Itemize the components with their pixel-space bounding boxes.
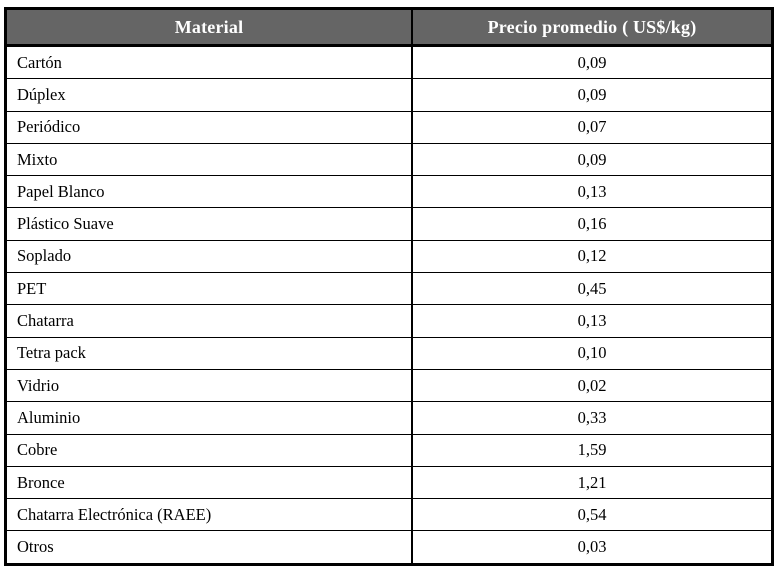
header-price: Precio promedio ( US$/kg): [411, 7, 774, 47]
material-cell: Chatarra: [5, 304, 413, 338]
price-cell: 0,09: [411, 78, 773, 112]
material-cell: Mixto: [5, 142, 413, 177]
price-cell: 0,02: [411, 368, 773, 403]
material-cell: Vidrio: [5, 368, 413, 403]
table-body: Cartón 0,09 Dúplex 0,09 Periódico 0,07 Mixto 0,…: [5, 44, 773, 565]
material-cell: Papel Blanco: [5, 175, 413, 209]
material-cell: Cobre: [5, 433, 413, 467]
material-cell: Cartón: [5, 44, 413, 80]
table-row: Mixto 0,09: [5, 142, 773, 177]
material-cell: Chatarra Electrónica (RAEE): [5, 498, 413, 532]
price-cell: 0,10: [411, 336, 773, 370]
table-row: Plástico Suave 0,16: [5, 207, 773, 241]
table-row: Papel Blanco 0,13: [5, 175, 773, 209]
price-cell: 0,09: [411, 142, 773, 177]
material-cell: Otros: [5, 530, 413, 565]
material-cell: Dúplex: [5, 78, 413, 112]
price-table-container: Material Precio promedio ( US$/kg) Cartó…: [4, 7, 774, 566]
table-row: Cobre 1,59: [5, 433, 773, 467]
price-cell: 1,59: [411, 433, 773, 467]
material-cell: Tetra pack: [5, 336, 413, 370]
price-cell: 0,12: [411, 239, 773, 274]
price-cell: 0,13: [411, 175, 773, 209]
table-header: Material Precio promedio ( US$/kg): [4, 7, 774, 47]
table-row: Chatarra Electrónica (RAEE) 0,54: [5, 498, 773, 532]
price-cell: 0,03: [411, 530, 773, 565]
table-row: Bronce 1,21: [5, 465, 773, 500]
price-cell: 0,33: [411, 401, 773, 435]
material-cell: Bronce: [5, 465, 413, 500]
table-row: Vidrio 0,02: [5, 368, 773, 403]
material-cell: Periódico: [5, 110, 413, 144]
table-row: Dúplex 0,09: [5, 78, 773, 112]
price-cell: 0,16: [411, 207, 773, 241]
material-price-table: Material Precio promedio ( US$/kg) Cartó…: [4, 7, 774, 566]
table-row: Cartón 0,09: [5, 44, 773, 80]
table-row: Aluminio 0,33: [5, 401, 773, 435]
price-cell: 0,07: [411, 110, 773, 144]
table-row: Chatarra 0,13: [5, 304, 773, 338]
table-row: PET 0,45: [5, 272, 773, 306]
material-cell: Aluminio: [5, 401, 413, 435]
price-cell: 0,09: [411, 44, 773, 80]
material-cell: Plástico Suave: [5, 207, 413, 241]
price-cell: 1,21: [411, 465, 773, 500]
material-cell: PET: [5, 272, 413, 306]
price-cell: 0,54: [411, 498, 773, 532]
header-row: Material Precio promedio ( US$/kg): [4, 7, 774, 47]
table-row: Periódico 0,07: [5, 110, 773, 144]
header-material: Material: [4, 7, 413, 47]
material-cell: Soplado: [5, 239, 413, 274]
table-row: Otros 0,03: [5, 530, 773, 565]
table-row: Tetra pack 0,10: [5, 336, 773, 370]
price-cell: 0,45: [411, 272, 773, 306]
table-row: Soplado 0,12: [5, 239, 773, 274]
price-cell: 0,13: [411, 304, 773, 338]
